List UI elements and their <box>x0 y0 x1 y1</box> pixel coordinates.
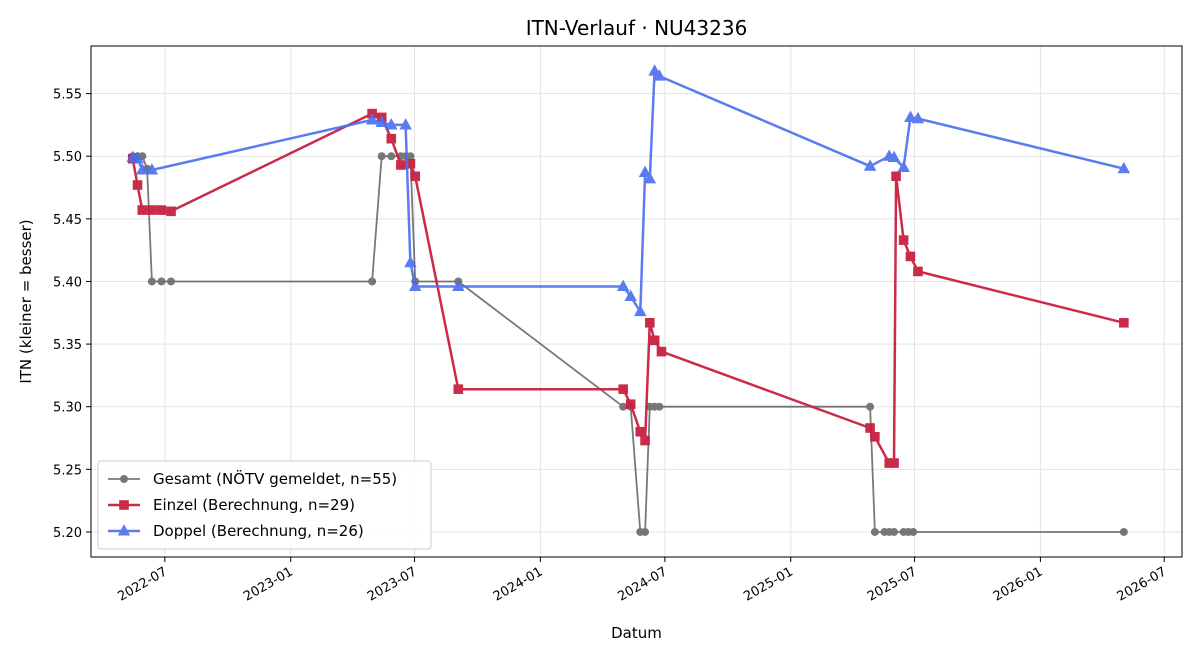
data-point <box>1119 527 1128 536</box>
data-point <box>147 277 156 286</box>
data-point <box>387 152 396 161</box>
data-point <box>385 118 398 130</box>
data-point <box>404 255 417 268</box>
data-point <box>638 165 652 178</box>
y-tick-label: 5.30 <box>53 401 82 416</box>
data-point <box>131 151 144 164</box>
y-tick-label: 5.50 <box>53 150 82 165</box>
data-point <box>157 277 166 286</box>
legend-label: Doppel (Berechnung, n=26) <box>153 522 364 540</box>
data-point <box>653 69 666 81</box>
legend-box <box>97 460 432 550</box>
data-point <box>396 160 406 170</box>
data-point <box>406 152 415 161</box>
legend-marker <box>120 475 128 483</box>
y-tick-label: 5.55 <box>53 88 82 103</box>
data-point <box>891 171 901 182</box>
data-point <box>913 266 923 277</box>
legend: Gesamt (NÖTV gemeldet, n=55) Einzel (Bere… <box>97 460 432 550</box>
legend-marker <box>119 500 129 510</box>
y-tick-label: 5.45 <box>53 213 82 228</box>
data-point <box>156 205 167 215</box>
data-point <box>452 279 465 292</box>
data-point <box>453 384 464 394</box>
legend-entry <box>108 524 140 536</box>
data-point <box>641 527 650 536</box>
data-point <box>897 160 910 173</box>
legend-marker <box>117 524 131 536</box>
data-point <box>410 171 421 182</box>
data-point <box>649 335 660 346</box>
y-axis-title: ITN (kleiner = besser) <box>17 219 35 383</box>
y-tick-label: 5.25 <box>53 463 82 478</box>
legend-label: Einzel (Berechnung, n=29) <box>153 496 355 514</box>
plot-frame <box>90 45 1183 558</box>
data-point <box>147 205 157 215</box>
grid-layer <box>91 46 1182 557</box>
data-point <box>889 458 899 468</box>
data-point <box>905 251 916 262</box>
data-point <box>890 527 899 536</box>
data-point <box>870 527 879 536</box>
x-axis-title: Datum <box>611 624 662 642</box>
data-point <box>863 159 877 171</box>
data-point <box>624 289 637 302</box>
data-point <box>399 118 412 130</box>
y-tick-label: 5.20 <box>53 526 82 541</box>
data-point <box>365 113 379 125</box>
data-point <box>408 279 422 292</box>
data-point <box>887 150 901 163</box>
data-point <box>166 206 176 217</box>
data-point <box>904 110 917 122</box>
series-square <box>127 108 1129 468</box>
series-triangle <box>126 64 1131 317</box>
data-point <box>911 111 925 124</box>
y-tick-label: 5.35 <box>53 338 82 353</box>
data-point <box>870 431 880 442</box>
data-point <box>1119 317 1129 328</box>
legend-label: Gesamt (NÖTV gemeldet, n=55) <box>153 469 397 488</box>
data-point <box>368 277 377 286</box>
data-point <box>375 115 388 127</box>
legend-entry <box>108 500 140 510</box>
data-point <box>635 426 646 437</box>
data-point <box>386 133 397 144</box>
data-point <box>655 402 664 411</box>
data-point <box>866 402 875 411</box>
data-point <box>633 304 647 317</box>
data-point <box>1117 161 1131 174</box>
data-point <box>616 279 630 292</box>
data-point <box>136 163 149 175</box>
data-point <box>618 384 628 394</box>
y-tick-label: 5.40 <box>53 275 82 290</box>
data-point <box>145 163 159 175</box>
data-point <box>405 158 416 169</box>
data-point <box>137 205 148 215</box>
data-point <box>656 346 667 357</box>
data-point <box>645 317 655 328</box>
legend-entry <box>108 475 140 483</box>
data-point <box>377 152 386 161</box>
data-point <box>865 423 875 433</box>
data-point <box>909 527 918 536</box>
data-point <box>132 180 143 190</box>
data-point <box>625 399 636 410</box>
data-point <box>898 235 909 245</box>
data-point <box>619 402 628 411</box>
data-point <box>643 171 657 184</box>
data-point <box>167 277 176 286</box>
chart-title: ITN-Verlauf · NU43236 <box>526 16 748 40</box>
series-layer <box>126 64 1131 536</box>
data-point <box>640 435 650 446</box>
